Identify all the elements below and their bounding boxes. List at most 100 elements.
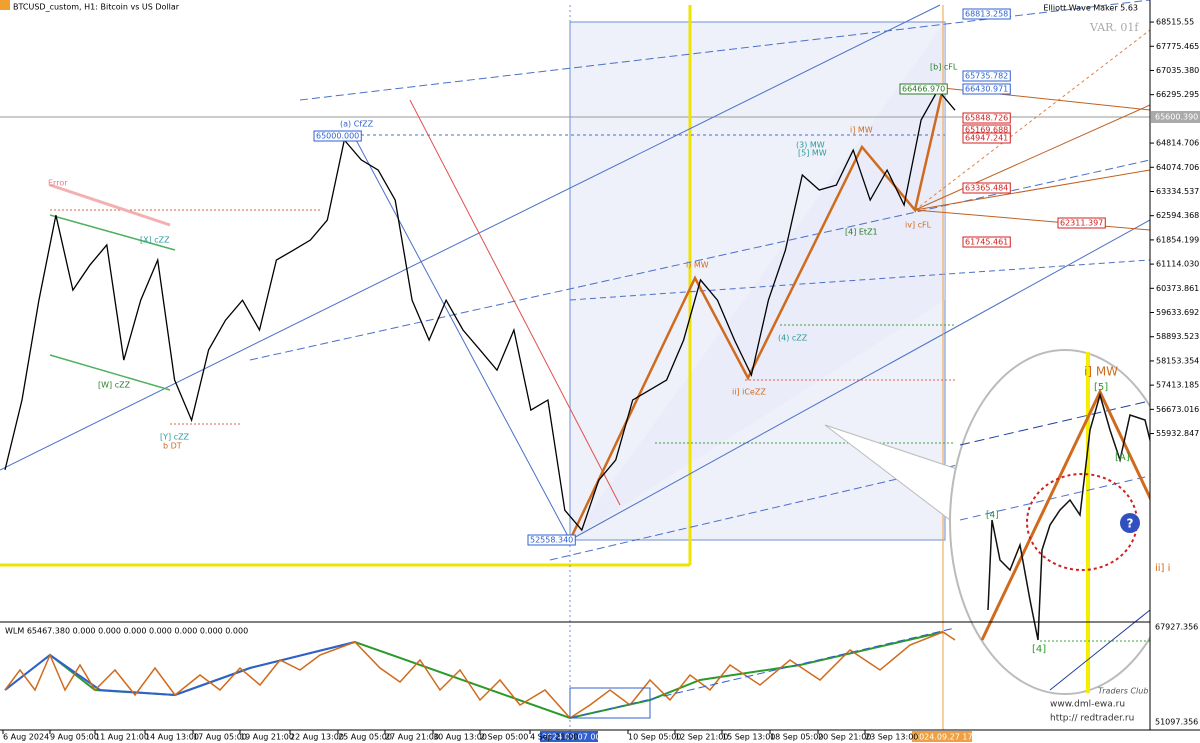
price-label: 68813.258 [965, 10, 1008, 19]
fan-line [914, 104, 1151, 211]
wave-line [568, 87, 945, 541]
wave-label: Error [48, 179, 68, 188]
price-label: 62311.397 [1060, 219, 1103, 228]
label-box [962, 132, 1011, 144]
price-label: 52558.340 [530, 536, 573, 545]
price-label: 64947.241 [965, 134, 1008, 143]
y-tick-label: 64074.706 [1156, 163, 1199, 172]
x-tick-label: 4 Sep 21:00 [530, 733, 578, 742]
y-tick-label: 66295.295 [1156, 90, 1199, 99]
wave-label: [Y] cZZ [160, 433, 190, 442]
label-box [527, 534, 576, 546]
label-box [962, 236, 1011, 248]
y-tick-label: 63334.537 [1156, 187, 1199, 196]
y-tick-label: 55932.847 [1156, 429, 1199, 438]
indicator-box [569, 687, 651, 719]
label-box [899, 83, 948, 95]
zoom-line [959, 394, 1176, 446]
indicator-title: WLM 65467.380 0.000 0.000 0.000 0.000 0.… [5, 627, 248, 636]
y-tick-label: 60373.861 [1156, 284, 1199, 293]
channel [49, 214, 176, 251]
x-tick-label: 27 Aug 21:00 [385, 733, 439, 742]
wave-label: [4] EtZ1 [845, 228, 878, 237]
fan-line [914, 169, 1151, 211]
wave-label: b DT [163, 442, 182, 451]
x-tick-label: 10 Sep 05:00 [628, 733, 681, 742]
y-tick-label: 59633.692 [1156, 308, 1199, 317]
credit: Traders Club [1098, 687, 1148, 696]
wave-label: i] MW [850, 126, 873, 135]
x-tick-label: 22 Aug 13:00 [290, 733, 344, 742]
price-label: 65169.688 [965, 126, 1008, 135]
y-tick-label: 67035.380 [1156, 66, 1199, 75]
x-tick-label: 18 Sep 05:00 [770, 733, 823, 742]
x-tick-label: 14 Aug 13:00 [145, 733, 199, 742]
drawings [0, 0, 1151, 740]
y-tick-label: 57413.185 [1156, 381, 1199, 390]
label-box [962, 8, 1011, 20]
x-tick-label: 25 Aug 05:00 [338, 733, 392, 742]
label-box [1057, 217, 1106, 229]
trend-line [0, 4, 941, 471]
indicator-line [4, 631, 956, 719]
label-box [962, 70, 1011, 82]
y-tick-label: 58893.523 [1156, 332, 1199, 341]
zoom-label: [A] [1115, 452, 1130, 463]
wave-label: [X] cZZ [140, 236, 170, 245]
x-tick-label: 23 Sep 13:00 [865, 733, 918, 742]
price-label: 65848.726 [965, 114, 1008, 123]
x-tick-label: 2 Sep 05:00 [480, 733, 528, 742]
zoom-label: [5] [1094, 382, 1108, 393]
x-tick-label: 11 Aug 21:00 [95, 733, 149, 742]
trend-line [409, 99, 621, 506]
price-series [4, 88, 956, 532]
label-box [962, 182, 1011, 194]
x-tick-label: 20 Sep 21:00 [818, 733, 871, 742]
zoom-line [959, 469, 1176, 521]
zoom-wave [980, 388, 1172, 641]
label-box [313, 130, 362, 142]
chart-subtitle: Elliott Wave Maker 5.63 [1043, 4, 1138, 13]
trend-line [354, 137, 571, 541]
price-label: 66466.970 [902, 85, 945, 94]
cursor-tag [540, 731, 598, 742]
wave-label: [b] cFL [930, 63, 958, 72]
help-icon-text: ? [1127, 517, 1134, 531]
price-label: 65735.782 [965, 72, 1008, 81]
y-tick-label: 61854.199 [1156, 235, 1199, 244]
y-tick-label: 61114.030 [1156, 260, 1199, 269]
y-tick-label: 64814.706 [1156, 139, 1199, 148]
trend-line [569, 219, 1151, 541]
trend-line [549, 419, 1151, 561]
zoom-label: ii] i [1155, 563, 1170, 574]
current-price: 65600.390 [1155, 113, 1198, 122]
wave-label: VAR. 01f [1089, 21, 1139, 34]
x-tick-label: 15 Sep 13:00 [722, 733, 775, 742]
price-label: 63365.484 [965, 184, 1008, 193]
symbol-icon [0, 0, 10, 10]
y-tick-label: 68515.55 [1156, 18, 1194, 27]
trend-line [569, 259, 1151, 301]
price-label: 61745.461 [965, 238, 1008, 247]
wave-label: [W] cZZ [98, 381, 131, 390]
wave-label: [5] MW [798, 149, 827, 158]
channel [49, 183, 171, 227]
zoom-bubble: ? [824, 349, 1181, 695]
wave-label: (3) MW [796, 141, 825, 150]
wave-label: (a) CfZZ [340, 120, 374, 129]
indicator-tick: 67927.356 [1155, 623, 1198, 632]
wave-label: (4) cZZ [778, 334, 808, 343]
price-label: 65000.000 [316, 132, 359, 141]
y-tick-label: 56673.016 [1156, 405, 1199, 414]
y-tick-label: 58153.354 [1156, 356, 1199, 365]
zoom-label: [4] [986, 511, 999, 521]
label-box [962, 112, 1011, 124]
x-tick-label: 12 Sep 21:00 [675, 733, 728, 742]
x-tick-label: 9 Aug 05:00 [50, 733, 99, 742]
cursor-label: 2024.09.27 17:36 [914, 733, 985, 742]
indicator-tick: 51097.356 [1155, 718, 1198, 727]
price-tag [1151, 111, 1200, 123]
credit: www.dml-ewa.ru [1050, 700, 1125, 710]
